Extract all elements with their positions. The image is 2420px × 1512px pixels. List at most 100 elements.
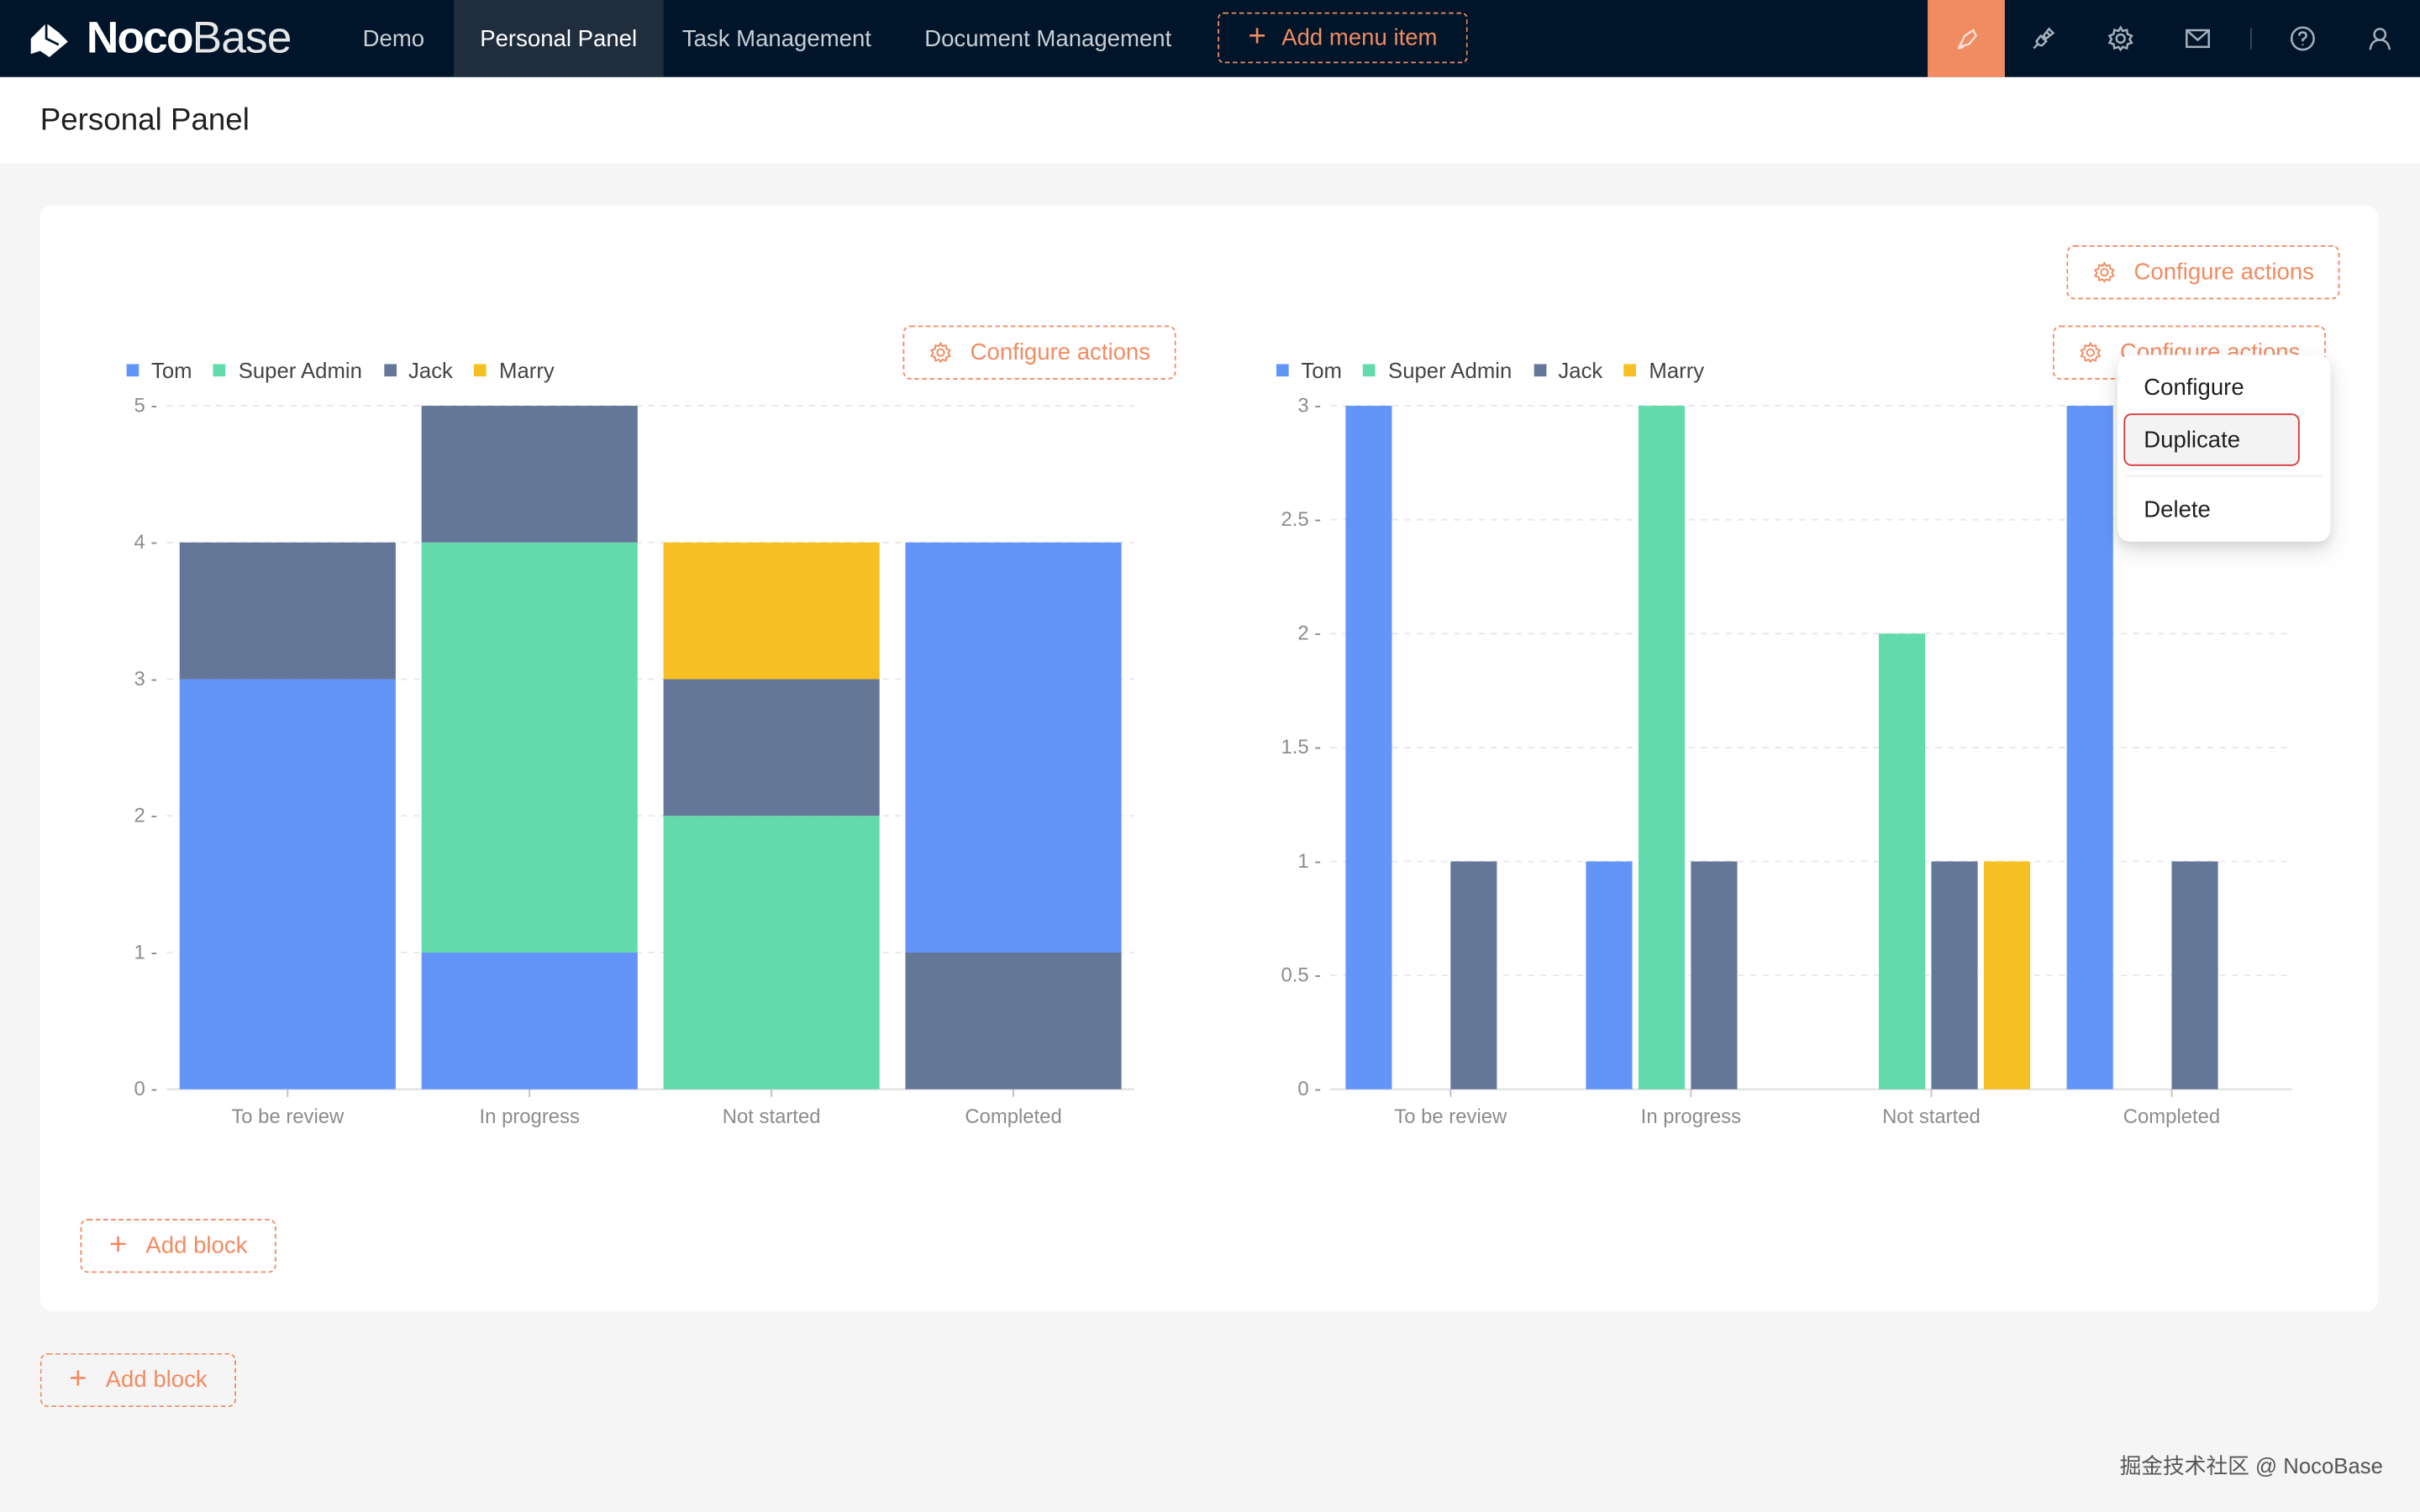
legend-item[interactable]: Jack: [1534, 358, 1603, 383]
y-tick-label: 3 -: [134, 668, 158, 690]
menu-personal-panel[interactable]: Personal Panel: [454, 0, 664, 77]
legend-swatch: [1534, 364, 1546, 377]
settings-button[interactable]: [2082, 0, 2160, 77]
actions-dropdown-menu: Configure Duplicate Delete: [2118, 354, 2331, 542]
y-tick-label: 0.5 -: [1281, 963, 1321, 986]
legend-item[interactable]: Tom: [126, 358, 192, 383]
help-button[interactable]: [2264, 0, 2341, 77]
watermark: 掘金技术社区 @ NocoBase: [2119, 1453, 2383, 1478]
legend-item[interactable]: Marry: [1624, 358, 1705, 383]
mail-icon: [2186, 29, 2210, 49]
user-button[interactable]: [2341, 0, 2418, 77]
menu-task-management[interactable]: Task Management: [681, 25, 871, 52]
bar-segment-jack: [421, 406, 638, 543]
legend-label: Super Admin: [238, 358, 362, 383]
configure-actions-label: Configure actions: [2133, 259, 2314, 286]
menu-demo[interactable]: Demo: [362, 25, 425, 52]
logo-text-bold: Noco: [86, 13, 194, 63]
legend-swatch: [474, 364, 487, 377]
legend-label: Jack: [1558, 358, 1603, 383]
user-icon: [2369, 28, 2391, 50]
y-tick-label: 2.5 -: [1281, 508, 1321, 531]
add-menu-item-label: Add menu item: [1281, 24, 1438, 51]
bar-tom: [2066, 406, 2113, 1089]
plugin-icon: [2033, 27, 2055, 50]
legend-label: Marry: [499, 358, 555, 383]
page-header: Personal Panel: [0, 76, 2420, 164]
configure-actions-label: Configure actions: [970, 339, 1151, 366]
bar-tom: [1586, 861, 1633, 1089]
x-tick-label: To be review: [231, 1105, 345, 1128]
y-tick-label: 3 -: [1297, 394, 1321, 417]
page-title: Personal Panel: [39, 103, 250, 138]
x-tick-label: Not started: [723, 1105, 821, 1128]
bar-tom: [1345, 406, 1392, 1089]
legend-label: Jack: [408, 358, 453, 383]
legend-item[interactable]: Super Admin: [1363, 358, 1512, 383]
legend-swatch: [1624, 364, 1637, 377]
bar-segment-jack: [663, 679, 880, 816]
settings-icon: [2107, 25, 2133, 52]
bar-segment-tom: [905, 542, 1122, 953]
legend-swatch: [1363, 364, 1376, 377]
legend-swatch: [383, 364, 397, 377]
bar-segment-super-admin: [421, 542, 638, 953]
x-tick-label: Not started: [1882, 1105, 1981, 1128]
legend-item[interactable]: Tom: [1276, 358, 1342, 383]
legend-item[interactable]: Jack: [383, 358, 453, 383]
divider: [2249, 28, 2252, 50]
menu-item-delete[interactable]: Delete: [2144, 496, 2211, 522]
bar-segment-tom: [421, 953, 638, 1089]
bar-segment-jack: [905, 953, 1122, 1089]
bar-jack: [1691, 861, 1738, 1089]
bar-jack: [1450, 861, 1497, 1089]
add-block-button[interactable]: + Add block: [39, 1352, 237, 1408]
configure-actions-button[interactable]: Configure actions: [2066, 245, 2340, 300]
ui-editor-button[interactable]: [1928, 0, 2005, 77]
menu-item-duplicate[interactable]: Duplicate: [2123, 413, 2300, 466]
chart1-legend: Tom Super Admin Jack Marry: [126, 358, 555, 383]
y-tick-label: 1 -: [134, 941, 158, 963]
chart1-configure-actions-button[interactable]: Configure actions: [902, 325, 1176, 380]
add-block-label: Add block: [105, 1367, 208, 1394]
inner-add-block-button[interactable]: + Add block: [80, 1219, 276, 1273]
legend-label: Tom: [1301, 358, 1342, 383]
legend-item[interactable]: Super Admin: [213, 358, 362, 383]
logo-icon: [30, 23, 68, 57]
gear-icon: [2093, 261, 2115, 283]
ui-editor-icon: [1957, 29, 1978, 50]
bar-jack: [2171, 861, 2218, 1089]
menu-item-configure[interactable]: Configure: [2144, 374, 2244, 401]
y-tick-label: 0 -: [134, 1078, 158, 1100]
legend-label: Super Admin: [1388, 358, 1512, 383]
x-tick-label: Completed: [2123, 1105, 2220, 1128]
x-tick-label: Completed: [965, 1105, 1061, 1128]
help-icon: [2290, 26, 2315, 51]
logo[interactable]: Noco Base: [24, 13, 292, 65]
y-tick-label: 5 -: [134, 394, 158, 417]
bar-segment-tom: [179, 679, 396, 1089]
bar-super-admin: [1878, 633, 1926, 1089]
menu-divider: [2125, 475, 2323, 477]
plus-icon: +: [108, 1228, 128, 1263]
plus-icon: +: [69, 1362, 87, 1397]
add-block-label: Add block: [145, 1232, 248, 1259]
add-menu-item-button[interactable]: + Add menu item: [1218, 12, 1468, 64]
legend-item[interactable]: Marry: [474, 358, 555, 383]
mail-button[interactable]: [2160, 0, 2237, 77]
y-tick-label: 2 -: [134, 805, 158, 827]
gear-icon: [929, 341, 951, 364]
legend-swatch: [213, 364, 226, 377]
y-tick-label: 1 -: [1297, 850, 1321, 873]
legend-label: Marry: [1649, 358, 1705, 383]
bar-super-admin: [1638, 406, 1686, 1089]
y-tick-label: 2 -: [1297, 622, 1321, 645]
plugin-button[interactable]: [2005, 0, 2082, 77]
bar-jack: [1931, 861, 1978, 1089]
gear-icon: [2079, 341, 2101, 364]
y-tick-label: 0 -: [1297, 1078, 1321, 1100]
menu-document-management[interactable]: Document Management: [924, 25, 1172, 52]
